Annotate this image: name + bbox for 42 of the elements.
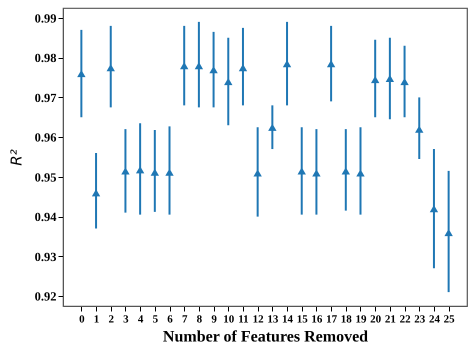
y-axis-title: R²: [8, 149, 26, 166]
x-tick-label: 3: [123, 314, 130, 326]
x-tick-label: 8: [196, 314, 203, 326]
point: [136, 166, 144, 174]
x-tick-label: 6: [167, 314, 174, 326]
x-tick-label: 0: [79, 314, 86, 326]
x-tick-label: 23: [414, 314, 426, 326]
x-tick-label: 9: [211, 314, 218, 326]
x-tick-label: 4: [138, 314, 144, 326]
x-tick-label: 15: [296, 314, 308, 326]
x-tick-label: 13: [267, 314, 279, 326]
x-tick-label: 22: [400, 314, 412, 326]
y-tick-label: 0.97: [34, 90, 56, 105]
x-tick-label: 24: [428, 314, 440, 326]
y-tick-label: 0.92: [34, 290, 56, 304]
x-tick-label: 17: [326, 314, 338, 326]
x-tick-label: 14: [282, 314, 294, 326]
point: [326, 60, 336, 68]
point: [282, 60, 292, 68]
x-tick-label: 7: [182, 314, 188, 326]
x-tick-label: 19: [355, 314, 367, 326]
y-tick-label: 0.96: [34, 130, 56, 145]
x-tick-label: 2: [108, 314, 114, 326]
x-tick-label: 11: [238, 314, 249, 326]
point: [92, 189, 100, 196]
x-tick-label: 12: [252, 314, 264, 326]
x-tick-label: 1: [94, 314, 100, 326]
y-tick-label: 0.99: [34, 11, 56, 26]
y-tick-label: 0.95: [34, 170, 56, 184]
x-tick-label: 18: [340, 314, 352, 326]
x-tick-label: 16: [311, 314, 323, 326]
y-tick-label: 0.98: [34, 51, 56, 66]
y-tick-label: 0.93: [34, 250, 56, 264]
x-tick-label: 21: [384, 314, 396, 326]
x-tick-label: 5: [152, 314, 159, 326]
x-tick-label: 10: [223, 314, 235, 326]
point: [268, 124, 277, 131]
point: [430, 205, 438, 212]
y-tick-label: 0.94: [34, 210, 58, 224]
x-axis-title: Number of Features Removed: [162, 328, 368, 346]
x-tick-label: 25: [444, 314, 456, 326]
x-tick-label: 20: [370, 314, 382, 326]
